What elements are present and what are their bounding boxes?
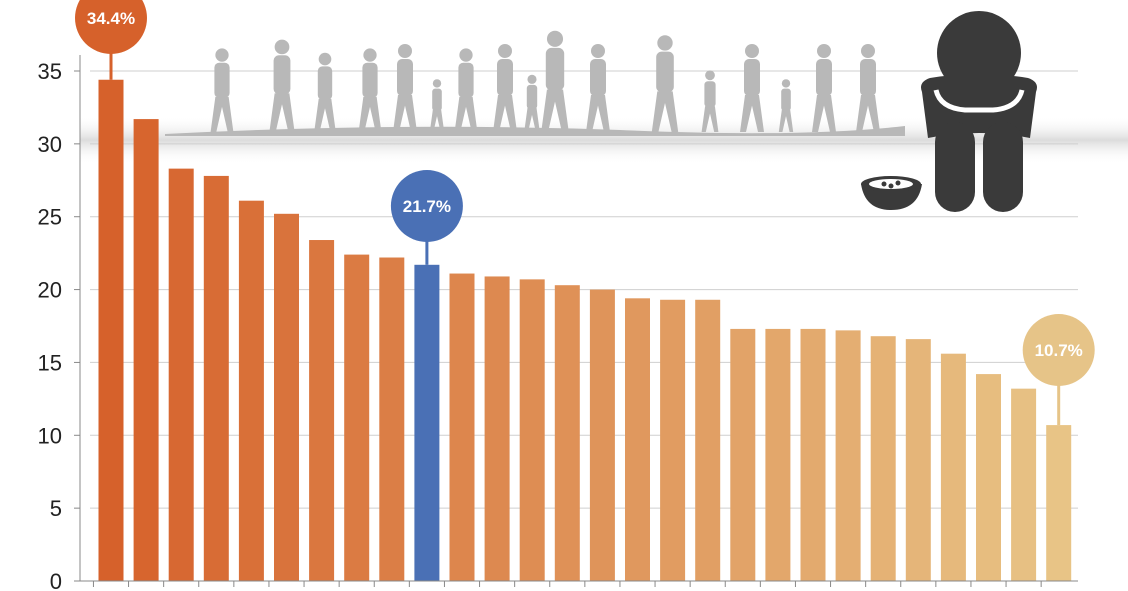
- bar: [133, 119, 159, 581]
- bar: [414, 264, 440, 581]
- refugee-silhouette: [314, 52, 336, 132]
- refugee-silhouette: [358, 48, 382, 132]
- bar: [449, 273, 475, 581]
- refugee-silhouette: [393, 44, 417, 132]
- bar: [905, 339, 931, 581]
- callout-label: 21.7%: [403, 197, 451, 216]
- bar: [730, 328, 756, 581]
- y-tick-label: 15: [38, 350, 62, 375]
- refugee-silhouette: [429, 79, 445, 132]
- bars: [98, 79, 1072, 582]
- refugee-silhouette: [493, 44, 517, 132]
- bar: [98, 79, 124, 581]
- refugee-silhouette: [701, 70, 719, 132]
- bar: [589, 289, 615, 581]
- y-tick-label: 35: [38, 59, 62, 84]
- bar: [484, 276, 510, 581]
- bar: [625, 298, 650, 581]
- bar: [1011, 388, 1037, 581]
- bar: [765, 328, 791, 581]
- bar: [660, 299, 686, 581]
- bar: [238, 200, 264, 581]
- callout-label: 10.7%: [1035, 341, 1083, 360]
- bar: [519, 279, 545, 581]
- bar: [695, 299, 721, 581]
- y-tick-label: 20: [38, 278, 62, 303]
- refugee-silhouette: [740, 44, 764, 132]
- y-tick-label: 30: [38, 132, 62, 157]
- bar: [379, 257, 405, 581]
- callout-label: 34.4%: [87, 9, 135, 28]
- y-axis: 0 5 10 15 20 25 30 35: [38, 55, 1078, 591]
- ground-debris: [165, 126, 905, 136]
- refugee-silhouette: [524, 74, 540, 132]
- y-tick-label: 0: [50, 569, 62, 591]
- refugee-silhouette: [856, 44, 880, 132]
- refugee-silhouettes: [165, 30, 905, 136]
- y-tick-label: 10: [38, 423, 62, 448]
- bar: [940, 353, 966, 581]
- y-tick-label: 5: [50, 496, 62, 521]
- refugee-silhouette: [812, 44, 836, 132]
- bar: [168, 168, 194, 581]
- refugee-silhouette: [778, 79, 794, 132]
- bar: [1046, 425, 1072, 581]
- bar: [976, 374, 1001, 581]
- refugee-silhouette: [454, 48, 478, 132]
- callouts: 34.4% 21.7% 10.7%: [75, 0, 1095, 426]
- bar: [203, 175, 229, 581]
- empty-bowl-icon: [861, 176, 922, 210]
- refugee-silhouette: [269, 39, 295, 132]
- bar: [344, 254, 370, 581]
- bar: [835, 330, 861, 581]
- y-tick-label: 25: [38, 205, 62, 230]
- refugee-silhouette: [210, 48, 234, 132]
- callout-bubble: [1022, 314, 1095, 386]
- bar: [554, 285, 580, 581]
- callout-bubble: [75, 0, 147, 54]
- bar: [870, 336, 896, 581]
- refugee-silhouette: [541, 30, 569, 132]
- callout-bubble: [390, 170, 463, 242]
- bar: [309, 240, 335, 581]
- bar: [274, 213, 299, 582]
- refugee-silhouette: [651, 35, 679, 132]
- bar: [800, 328, 826, 581]
- sad-person-icon: [921, 11, 1037, 212]
- refugee-silhouette: [586, 44, 610, 132]
